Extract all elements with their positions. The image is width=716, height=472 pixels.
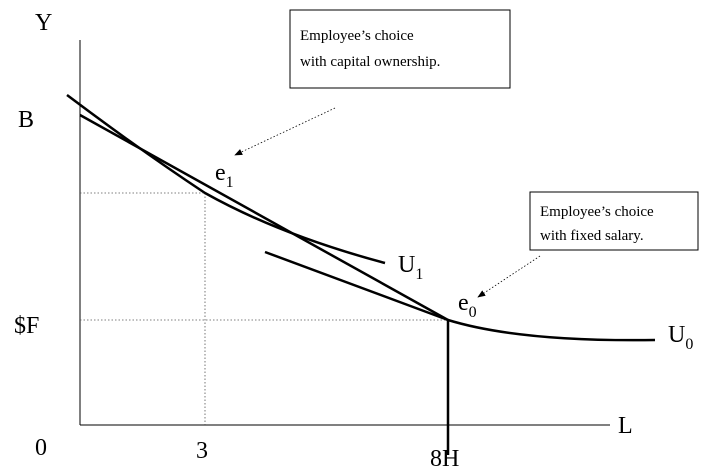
curve-label: U1: [398, 252, 423, 283]
origin-label: 0: [35, 435, 47, 461]
annotation-text: with capital ownership.: [300, 54, 440, 70]
annotation-box: [289, 9, 511, 89]
point-label: e0: [458, 290, 477, 321]
y-tick-label: $F: [14, 313, 39, 339]
annotation-text: Employee’s choice: [540, 204, 654, 220]
y-axis-label: Y: [35, 10, 52, 36]
curve-label: U0: [668, 322, 693, 353]
annotation-arrow: [477, 255, 541, 298]
indifference-curve: [66, 94, 386, 265]
annotation-text: with fixed salary.: [540, 228, 644, 244]
annotation-box: [529, 191, 699, 251]
x-tick-label: 3: [196, 438, 208, 464]
point-label: e1: [215, 160, 234, 191]
annotation-text: Employee’s choice: [300, 28, 414, 44]
x-axis-label: L: [618, 413, 633, 439]
x-tick-label: 8H: [430, 446, 459, 472]
y-tick-label: B: [18, 107, 34, 133]
annotation-arrow: [234, 107, 336, 156]
